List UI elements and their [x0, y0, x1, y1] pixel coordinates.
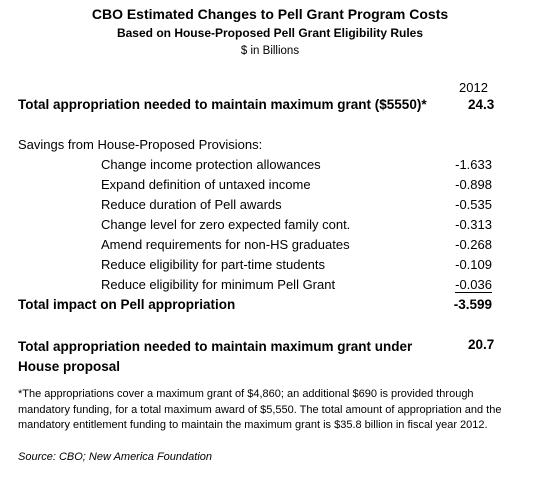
total-impact-label: Total impact on Pell appropriation [18, 297, 236, 312]
savings-item-label: Amend requirements for non-HS graduates [101, 237, 350, 252]
savings-item-value: -0.036 [455, 277, 492, 293]
final-appropriation-label: Total appropriation needed to maintain m… [18, 339, 413, 374]
total-appropriation-label: Total appropriation needed to maintain m… [18, 97, 427, 112]
savings-item-label: Change income protection allowances [101, 157, 321, 172]
savings-item-value: -1.633 [455, 157, 492, 172]
savings-item-label: Change level for zero expected family co… [101, 217, 351, 232]
savings-item-value: -0.313 [455, 217, 492, 232]
final-appropriation-value: 20.7 [468, 337, 495, 352]
page-subtitle: Based on House-Proposed Pell Grant Eligi… [116, 26, 424, 40]
year-column-header: 2012 [459, 80, 488, 95]
savings-item-label: Reduce eligibility for part-time student… [101, 257, 325, 272]
savings-item-value: -0.109 [455, 257, 492, 272]
savings-item-label: Expand definition of untaxed income [101, 177, 311, 192]
savings-item-label: Reduce duration of Pell awards [101, 197, 282, 212]
savings-item-value: -0.268 [455, 237, 492, 252]
total-impact-value: -3.599 [453, 297, 492, 312]
source-note: Source: CBO; New America Foundation [18, 451, 213, 463]
footnote: *The appropriations cover a maximum gran… [18, 388, 502, 431]
page-title: CBO Estimated Changes to Pell Grant Prog… [91, 6, 449, 22]
savings-section-header: Savings from House-Proposed Provisions: [18, 137, 263, 152]
savings-item-label: Reduce eligibility for minimum Pell Gran… [101, 277, 336, 292]
units-label: $ in Billions [240, 45, 300, 57]
savings-item-value: -0.535 [455, 197, 492, 212]
total-appropriation-value: 24.3 [468, 97, 495, 112]
savings-item-value: -0.898 [455, 177, 492, 192]
